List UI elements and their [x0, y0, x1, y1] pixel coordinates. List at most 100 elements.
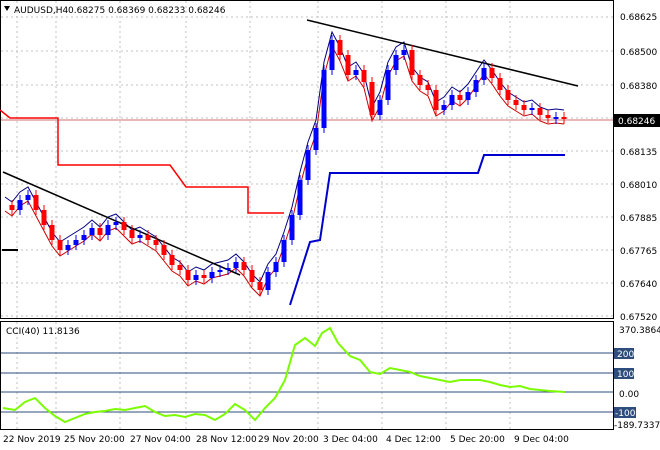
candle-body — [305, 150, 311, 180]
candle-body — [489, 68, 495, 78]
candle-body — [129, 230, 135, 238]
price-panel-frame — [0, 0, 614, 319]
header: AUDUSD,H4 0.68275 0.68369 0.68233 0.6824… — [4, 6, 226, 16]
candle-body — [257, 282, 263, 290]
candle-body — [513, 100, 519, 105]
cci-series — [2, 326, 566, 424]
candle-body — [361, 70, 367, 82]
candle-body — [481, 68, 487, 80]
candle-body — [409, 50, 415, 75]
candle-body — [473, 80, 479, 92]
candle-body — [537, 108, 543, 115]
time-tick: 25 Nov 20:00 — [64, 435, 125, 445]
time-tick: 22 Nov 2019 — [3, 435, 61, 445]
candle-body — [105, 225, 111, 235]
candle-body — [185, 270, 191, 280]
candle-body — [113, 222, 119, 225]
candle-body — [193, 275, 199, 280]
cci-line — [2, 326, 566, 424]
candle-body — [377, 100, 383, 115]
candle-body — [497, 78, 503, 90]
time-tick: 28 Nov 12:00 — [196, 435, 257, 445]
cci-badge-100 — [614, 368, 634, 379]
price-tick: 0.68010 — [620, 181, 657, 191]
symbol-label: AUDUSD,H4 — [14, 6, 69, 16]
cci-tick: 200 — [617, 350, 634, 360]
candle-body — [345, 55, 351, 75]
stop-line-lower — [289, 154, 565, 306]
candle-body — [233, 262, 239, 268]
candle-body — [25, 195, 31, 200]
candle-body — [553, 117, 559, 119]
candle-body — [273, 262, 279, 272]
candle-body — [393, 55, 399, 70]
candle-body — [81, 235, 87, 240]
candle-body — [561, 117, 567, 119]
candle-body — [169, 255, 175, 265]
candle-body — [57, 240, 63, 250]
band-line — [4, 30, 565, 283]
candle-body — [33, 195, 39, 210]
current-price-marker: 0.68246 — [614, 114, 660, 127]
candle-body — [265, 272, 271, 290]
price-tick: 0.68500 — [620, 48, 657, 58]
candle-body — [289, 215, 295, 240]
candle-body — [281, 240, 287, 262]
candle-body — [217, 270, 223, 272]
time-tick: 4 Dec 12:00 — [386, 435, 441, 445]
time-tick: 29 Nov 20:00 — [258, 435, 319, 445]
candle-body — [505, 90, 511, 100]
candle-body — [313, 128, 319, 150]
candle-body — [49, 225, 55, 240]
candles — [9, 35, 567, 295]
candle-body — [249, 270, 255, 282]
candle-body — [529, 108, 535, 110]
cci-level-lines — [1, 352, 613, 413]
cci-badge-200 — [614, 348, 634, 359]
time-axis: 22 Nov 2019 25 Nov 20:00 27 Nov 04:00 28… — [3, 435, 569, 445]
candle-body — [457, 95, 463, 100]
candle-body — [97, 228, 103, 235]
cci-axis: 370.3864 200 100 0.00 -100 -189.7337 — [614, 326, 660, 431]
candle-body — [321, 70, 327, 128]
collapse-triangle-icon[interactable] — [4, 6, 10, 11]
candle-body — [329, 40, 335, 70]
candle-body — [385, 70, 391, 100]
price-tick: 0.68625 — [620, 13, 657, 23]
candle-body — [9, 205, 15, 210]
candle-body — [41, 210, 47, 225]
candle-body — [441, 105, 447, 110]
price-tick: 0.67520 — [620, 313, 657, 323]
candle-body — [465, 92, 471, 100]
candle-body — [369, 82, 375, 115]
candle-body — [521, 105, 527, 110]
ohlc-values: 0.68275 0.68369 0.68233 0.68246 — [68, 6, 226, 16]
candle-body — [353, 70, 359, 75]
candle-body — [545, 115, 551, 118]
candle-body — [201, 275, 207, 278]
candle-body — [177, 265, 183, 270]
candle-body — [297, 180, 303, 215]
price-tick: 0.68135 — [620, 148, 657, 158]
candle-body — [337, 40, 343, 55]
stop-line-upper — [0, 109, 284, 214]
candle-body — [65, 245, 71, 250]
price-axis: 0.68625 0.68500 0.68380 0.68135 0.68010 … — [620, 13, 657, 323]
candle-body — [17, 200, 23, 210]
time-tick: 3 Dec 04:00 — [323, 435, 378, 445]
candle-body — [137, 235, 143, 238]
cci-tick: 0.00 — [619, 390, 639, 400]
current-price-label: 0.68246 — [618, 117, 655, 127]
cci-badge-minus100 — [614, 407, 636, 418]
price-tick: 0.67885 — [620, 214, 657, 224]
cci-tick: 370.3864 — [619, 326, 660, 336]
candle-body — [425, 85, 431, 90]
candle-body — [417, 75, 423, 85]
grid-lines — [1, 1, 613, 429]
cci-panel-frame — [0, 321, 614, 430]
time-tick: 5 Dec 20:00 — [450, 435, 505, 445]
price-tick: 0.68380 — [620, 82, 657, 92]
candle-body — [401, 50, 407, 55]
cci-tick: 100 — [617, 370, 634, 380]
